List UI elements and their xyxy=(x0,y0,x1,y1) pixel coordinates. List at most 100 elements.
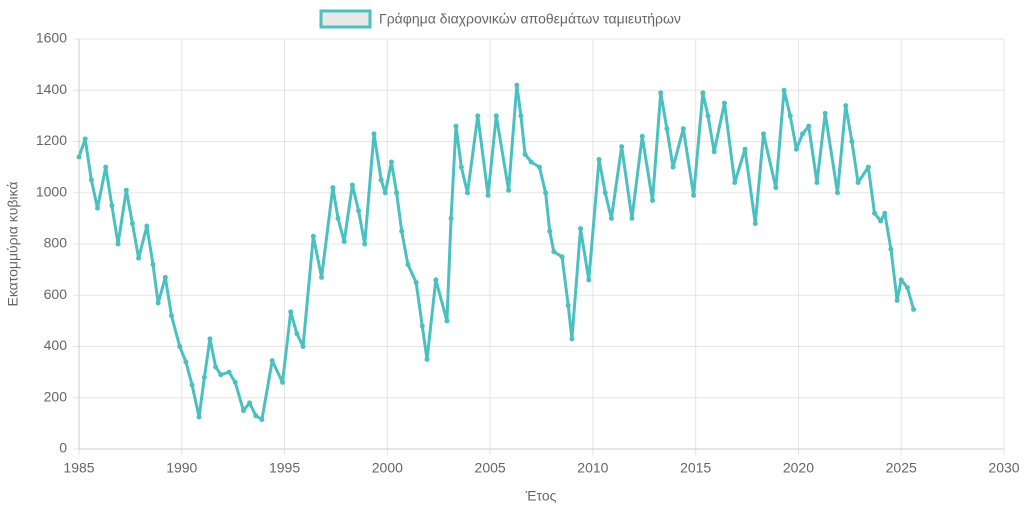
data-point xyxy=(269,358,275,364)
data-point xyxy=(650,197,655,203)
data-point xyxy=(732,180,738,185)
data-point xyxy=(742,146,748,152)
data-point xyxy=(213,364,219,370)
data-point xyxy=(855,180,861,185)
data-point xyxy=(711,149,717,155)
data-point xyxy=(458,164,464,170)
x-tick-label: 2005 xyxy=(475,460,506,476)
data-point xyxy=(136,255,142,261)
data-point xyxy=(144,223,150,229)
data-point xyxy=(399,228,405,234)
data-point xyxy=(705,113,711,119)
series-line xyxy=(77,83,915,422)
data-point xyxy=(196,414,202,420)
data-point xyxy=(356,208,362,214)
data-point xyxy=(419,323,425,329)
data-point xyxy=(506,187,512,193)
data-point xyxy=(680,126,686,132)
data-point xyxy=(319,274,325,280)
data-point xyxy=(547,228,553,234)
data-point xyxy=(596,156,602,162)
data-point xyxy=(413,279,419,285)
y-tick-label: 400 xyxy=(44,337,68,353)
data-point xyxy=(123,187,129,193)
data-point xyxy=(814,180,820,185)
data-point xyxy=(465,190,470,196)
data-point xyxy=(388,159,394,165)
data-point xyxy=(162,274,168,280)
x-tick-label: 2015 xyxy=(680,460,711,476)
data-point xyxy=(787,113,793,119)
data-point xyxy=(169,313,174,319)
data-point xyxy=(341,238,347,244)
x-tick-label: 2020 xyxy=(783,460,814,476)
data-point xyxy=(761,131,766,137)
data-point xyxy=(82,136,88,142)
y-tick-label: 0 xyxy=(59,440,67,456)
data-point xyxy=(639,133,645,139)
data-point xyxy=(218,372,224,378)
data-point xyxy=(424,356,430,362)
data-point xyxy=(551,249,557,255)
data-point xyxy=(405,262,411,267)
data-point xyxy=(300,344,306,349)
y-tick-label: 800 xyxy=(44,235,68,251)
data-point xyxy=(658,90,664,96)
data-point xyxy=(294,331,300,337)
data-point xyxy=(349,182,355,188)
data-point xyxy=(150,262,156,267)
data-point xyxy=(207,336,213,342)
data-point xyxy=(453,123,459,129)
data-point xyxy=(444,318,450,324)
legend-label[interactable]: Γράφημα διαχρονικών αποθεμάτων ταμιευτήρ… xyxy=(379,11,681,27)
x-tick-label: 2030 xyxy=(988,460,1019,476)
data-point xyxy=(843,103,849,109)
y-tick-label: 1000 xyxy=(36,183,67,199)
data-point xyxy=(700,90,706,96)
data-point xyxy=(559,254,565,260)
data-point xyxy=(773,185,779,191)
data-point xyxy=(911,306,917,312)
data-point xyxy=(310,233,316,239)
data-point xyxy=(183,359,189,365)
data-point xyxy=(578,226,584,232)
y-tick-label: 1200 xyxy=(36,132,67,148)
data-point xyxy=(882,210,888,216)
data-point xyxy=(806,123,812,129)
data-point xyxy=(822,110,828,116)
data-point xyxy=(878,218,884,224)
x-tick-label: 2000 xyxy=(372,460,403,476)
y-tick-label: 1400 xyxy=(36,81,67,97)
x-tick-label: 1995 xyxy=(269,460,300,476)
data-point xyxy=(543,190,549,196)
data-point xyxy=(608,215,614,221)
data-point xyxy=(602,190,608,196)
data-point xyxy=(493,113,499,119)
data-point xyxy=(155,300,161,306)
y-tick-label: 600 xyxy=(44,286,68,302)
data-point xyxy=(898,277,904,283)
data-point xyxy=(536,164,542,170)
data-point xyxy=(565,303,571,308)
data-point xyxy=(201,374,207,380)
data-point xyxy=(335,215,341,221)
x-tick-label: 1990 xyxy=(166,460,197,476)
data-point xyxy=(226,369,232,375)
data-point xyxy=(433,277,439,283)
data-point xyxy=(88,177,94,183)
data-point xyxy=(382,190,388,196)
data-point xyxy=(619,144,625,150)
data-point xyxy=(586,277,592,283)
data-point xyxy=(378,177,384,183)
data-point xyxy=(177,344,183,349)
data-point xyxy=(752,221,758,226)
data-point xyxy=(232,379,238,385)
data-point xyxy=(522,151,528,157)
data-point xyxy=(518,113,524,119)
legend-swatch[interactable] xyxy=(319,9,372,29)
y-tick-label: 1600 xyxy=(36,30,67,46)
data-point xyxy=(691,192,697,198)
y-tick-label: 200 xyxy=(44,388,68,404)
data-point xyxy=(835,190,840,196)
